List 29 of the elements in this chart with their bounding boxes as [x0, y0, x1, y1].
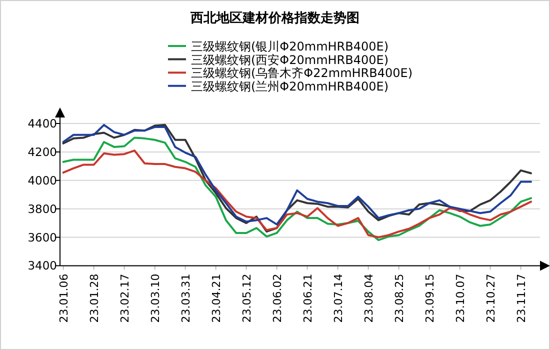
- x-tick-label: 23.07.14: [332, 274, 345, 323]
- legend-label: 三级螺纹钢(兰州Φ20mmHRB400E): [191, 79, 389, 94]
- x-tick-label: 23.08.25: [392, 274, 406, 323]
- x-tick-label: 23.03.10: [148, 274, 162, 323]
- x-tick-label: 23.04.21: [210, 274, 223, 323]
- x-tick-label: 23.09.15: [423, 274, 436, 323]
- x-tick-label: 23.06.02: [270, 274, 284, 323]
- y-tick-label: 3800: [28, 202, 57, 216]
- x-tick-label: 23.06.21: [301, 274, 314, 323]
- legend-label: 三级螺纹钢(银川Φ20mmHRB400E): [191, 40, 389, 54]
- legend-label: 三级螺纹钢(乌鲁木齐Φ22mmHRB400E): [191, 66, 413, 80]
- y-tick-label: 4200: [28, 144, 57, 159]
- x-tick-label: 23.08.04: [362, 274, 376, 323]
- x-tick-label: 23.10.07: [454, 274, 467, 323]
- chart-title: 西北地区建材价格指数走势图: [190, 10, 360, 26]
- y-tick-label: 3400: [28, 258, 57, 273]
- line-series: [62, 150, 532, 238]
- x-tick-label: 23.05.12: [240, 274, 254, 323]
- x-tick-label: 23.01.06: [57, 274, 70, 323]
- y-tick-label: 4400: [28, 116, 57, 130]
- legend-label: 三级螺纹钢(西安Φ20mmHRB400E): [191, 52, 389, 67]
- y-tick-label: 4000: [28, 173, 57, 188]
- line-series: [62, 136, 532, 242]
- x-tick-label: 23.02.17: [118, 274, 132, 323]
- y-tick-label: 3600: [28, 230, 57, 244]
- x-tick-label: 23.10.27: [484, 274, 498, 323]
- x-tick-label: 23.01.28: [88, 274, 101, 323]
- x-tick-label: 23.11.17: [514, 274, 528, 323]
- x-tick-label: 23.03.31: [179, 274, 192, 323]
